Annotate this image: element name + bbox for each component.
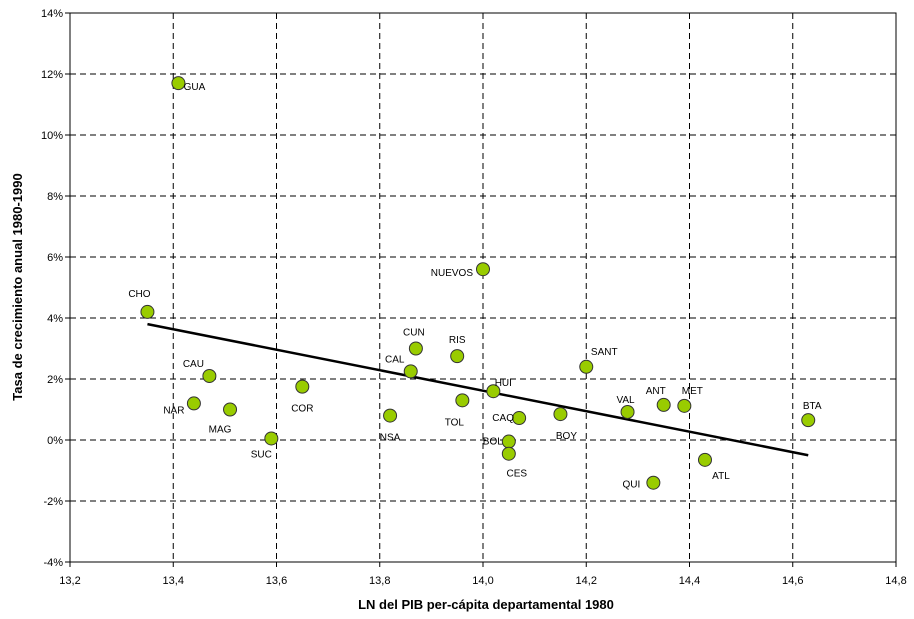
x-tick-label: 14,8 [885,575,906,587]
point-label-bol: BOL [483,437,503,448]
data-point-sant [579,359,594,374]
x-tick-label: 14,2 [576,575,597,587]
data-point-labels: GUA CHO CAU NAR MAG SUC COR NSA CAL CUN RIS TOL NUEV… [128,82,822,491]
data-point-boy [553,407,568,422]
data-point-cun [408,341,423,356]
point-label-cho: CHO [128,289,150,300]
y-tick-label: 12% [41,69,63,81]
point-label-cal: CAL [385,354,405,365]
y-tick-label: 2% [47,374,63,386]
point-label-val: VAL [616,395,635,406]
point-label-sant: SANT [591,347,618,358]
data-point-cau [202,368,217,383]
x-tick-label: 14,6 [782,575,803,587]
point-label-ris: RIS [449,335,466,346]
y-tick-label: 8% [47,191,63,203]
data-point-cal [403,364,418,379]
data-point-mag [223,402,238,417]
data-point-ant [656,397,671,412]
y-tick-label: 10% [41,130,63,142]
data-point-met [677,398,692,413]
y-tick-label: -4% [43,557,63,569]
point-label-suc: SUC [251,449,272,460]
point-label-boy: BOY [556,431,577,442]
data-point-ris [450,349,465,364]
data-point-atl [697,452,712,467]
data-point-nar [186,396,201,411]
trend-line [147,322,809,457]
point-label-hui: HUI [495,378,512,389]
point-label-qui: QUI [622,480,640,491]
point-label-nuevos: NUEVOS [431,268,474,279]
x-tick-label: 13,4 [163,575,184,587]
point-label-ant: ANT [646,386,666,397]
point-label-nar: NAR [163,405,184,416]
point-label-cau: CAU [183,359,204,370]
y-tick-label: 14% [41,8,63,20]
point-label-gua: GUA [184,82,206,93]
data-point-bta [801,413,816,428]
data-point-suc [264,431,279,446]
data-point-hui [486,384,501,399]
data-point-tol [455,393,470,408]
data-point-bol [501,434,516,449]
data-point-ces [501,446,516,461]
x-axis-title: LN del PIB per-cápita departamental 1980 [358,597,614,612]
point-label-bta: BTA [803,401,822,412]
y-tick-label: 6% [47,252,63,264]
grid-lines [70,13,896,562]
data-point-nuevos [476,262,490,277]
x-tick-label: 13,8 [369,575,390,587]
data-point-gua [171,76,186,91]
data-point-cho [140,304,155,319]
data-point-val [620,404,635,419]
point-label-caq: CAQ [492,413,514,424]
y-tick-label: -2% [43,496,63,508]
data-point-caq [512,411,527,426]
data-points [140,76,816,490]
x-tick-label: 13,6 [266,575,287,587]
y-axis-title: Tasa de crecimiento anual 1980-1990 [10,173,25,400]
y-axis-ticks: -4% -2% 0% 2% 4% 6% 8% 10% 12% 14% [41,8,70,569]
x-tick-label: 13,2 [59,575,80,587]
data-point-nsa [383,408,398,423]
point-label-cun: CUN [403,328,425,339]
point-label-ces: CES [507,469,528,480]
y-tick-label: 0% [47,435,63,447]
point-label-nsa: NSA [380,433,401,444]
data-point-cor [295,379,310,394]
y-tick-label: 4% [47,313,63,325]
x-tick-label: 14,0 [472,575,493,587]
point-label-cor: COR [291,404,313,415]
data-point-qui [646,475,661,490]
point-label-mag: MAG [209,425,232,436]
point-label-tol: TOL [445,417,465,428]
x-axis-ticks: 13,2 13,4 13,6 13,8 14,0 14,2 14,4 14,6 14,8 [59,562,907,587]
point-label-atl: ATL [712,471,730,482]
x-tick-label: 14,4 [679,575,700,587]
point-label-met: MET [682,386,703,397]
